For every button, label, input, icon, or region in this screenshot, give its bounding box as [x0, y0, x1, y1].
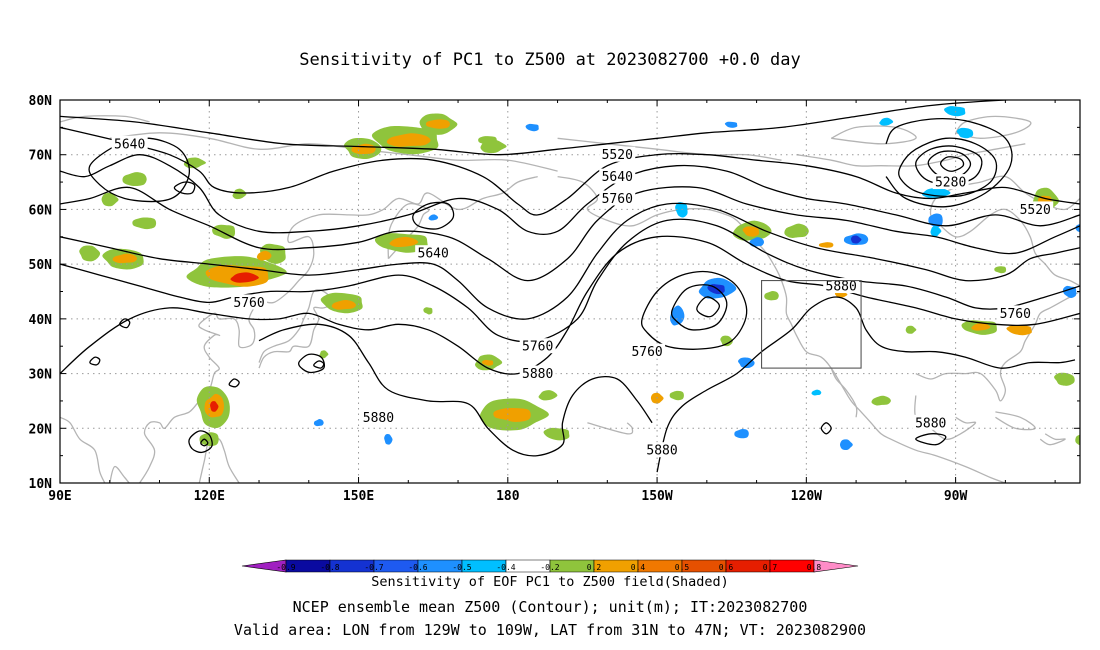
- lat-tick-label: 60N: [29, 203, 53, 218]
- contour-label: 5760: [631, 345, 662, 360]
- contour-labels: 5640552056405760528054005520564057605880…: [111, 135, 1054, 459]
- contour-label: 5520: [602, 148, 633, 163]
- contour-label: 5880: [522, 367, 553, 382]
- contour-label: 5880: [363, 411, 394, 426]
- contour-label: 5280: [935, 176, 966, 191]
- lon-tick-label: 120E: [194, 489, 225, 504]
- map-axes: 90E 120E 150E 180 150W 120W 90W 10N 20N 30N 40N 50N…: [29, 94, 1080, 504]
- colorbar-label: 0.2: [587, 563, 602, 572]
- contour-label-bg: [599, 146, 636, 162]
- lat-tick-label: 30N: [29, 368, 53, 383]
- colorbar-label: 0.7: [763, 563, 778, 572]
- contour-label-bg: [997, 305, 1034, 321]
- colorbar-label: 0.5: [675, 563, 690, 572]
- colorbar-swatch: [813, 559, 859, 573]
- contour-label-bg: [519, 365, 556, 381]
- colorbar-label: -0.2: [540, 563, 559, 572]
- contour-label: 5760: [1000, 307, 1031, 322]
- contour-label-bg: [912, 414, 949, 430]
- contour-label: 5640: [418, 247, 449, 262]
- colorbar-label: 0.6: [719, 563, 734, 572]
- lat-tick-label: 70N: [29, 149, 53, 164]
- colorbar-label: -0.4: [496, 563, 515, 572]
- colorbar-label: -0.9: [276, 563, 295, 572]
- contour-label-bg: [599, 190, 636, 206]
- contour-label-bg: [1017, 201, 1054, 217]
- contour-label-bg: [415, 245, 452, 261]
- footer-contour-caption: NCEP ensemble mean Z500 (Contour); unit(…: [292, 598, 808, 616]
- lon-tick-label: 150E: [343, 489, 374, 504]
- footer-valid-area: Valid area: LON from 129W to 109W, LAT f…: [233, 621, 867, 639]
- contour-label-bg: [644, 442, 681, 458]
- contour-label-bg: [111, 135, 148, 151]
- lon-tick-label: 150W: [641, 489, 672, 504]
- colorbar-label: -0.5: [452, 563, 471, 572]
- lat-tick-label: 40N: [29, 313, 53, 328]
- contour-label: 5640: [114, 137, 145, 152]
- colorbar-label: 0.4: [631, 563, 646, 572]
- contour-label-bg: [360, 409, 397, 425]
- contour-label: 5640: [602, 170, 633, 185]
- colorbar-label: -0.6: [408, 563, 427, 572]
- contour-label-bg: [823, 278, 860, 294]
- lat-tick-label: 10N: [29, 477, 53, 492]
- contour-label: 5760: [602, 192, 633, 207]
- contour-label: 5880: [826, 280, 857, 295]
- contour-label: 5520: [1020, 203, 1051, 218]
- valid-area-box: [761, 280, 862, 369]
- contour-label-bg: [932, 174, 969, 190]
- lon-tick-label: 180: [496, 489, 520, 504]
- valid-area-rect: [761, 280, 862, 369]
- lon-tick-label: 90W: [944, 489, 968, 504]
- contour-label-bg: [599, 168, 636, 184]
- lat-tick-label: 80N: [29, 94, 53, 109]
- colorbar-label: 0.8: [807, 563, 822, 572]
- lat-tick-label: 20N: [29, 422, 53, 437]
- contour-label-bg: [231, 294, 268, 310]
- map-title: Sensitivity of PC1 to Z500 at 2023082700…: [299, 50, 801, 70]
- contour-label: 5760: [233, 296, 264, 311]
- colorbar: -0.9 -0.8 -0.7 -0.6 -0.5 -0.4 -0.2 0.2 0.4 0.5 0.6…: [241, 559, 859, 573]
- contour-label: 5760: [522, 340, 553, 355]
- colorbar-label: -0.7: [364, 563, 383, 572]
- lon-tick-label: 120W: [791, 489, 822, 504]
- colorbar-label: -0.8: [320, 563, 339, 572]
- contour-label: 5880: [915, 416, 946, 431]
- footer-shading-caption: Sensitivity of EOF PC1 to Z500 field(Sha…: [371, 574, 729, 590]
- contour-label-bg: [519, 338, 556, 354]
- gridlines: [60, 100, 1080, 483]
- contour-label-bg: [629, 343, 666, 359]
- contour-label: 5880: [646, 444, 677, 459]
- lat-tick-label: 50N: [29, 258, 53, 273]
- lon-tick-label: 90E: [48, 489, 71, 504]
